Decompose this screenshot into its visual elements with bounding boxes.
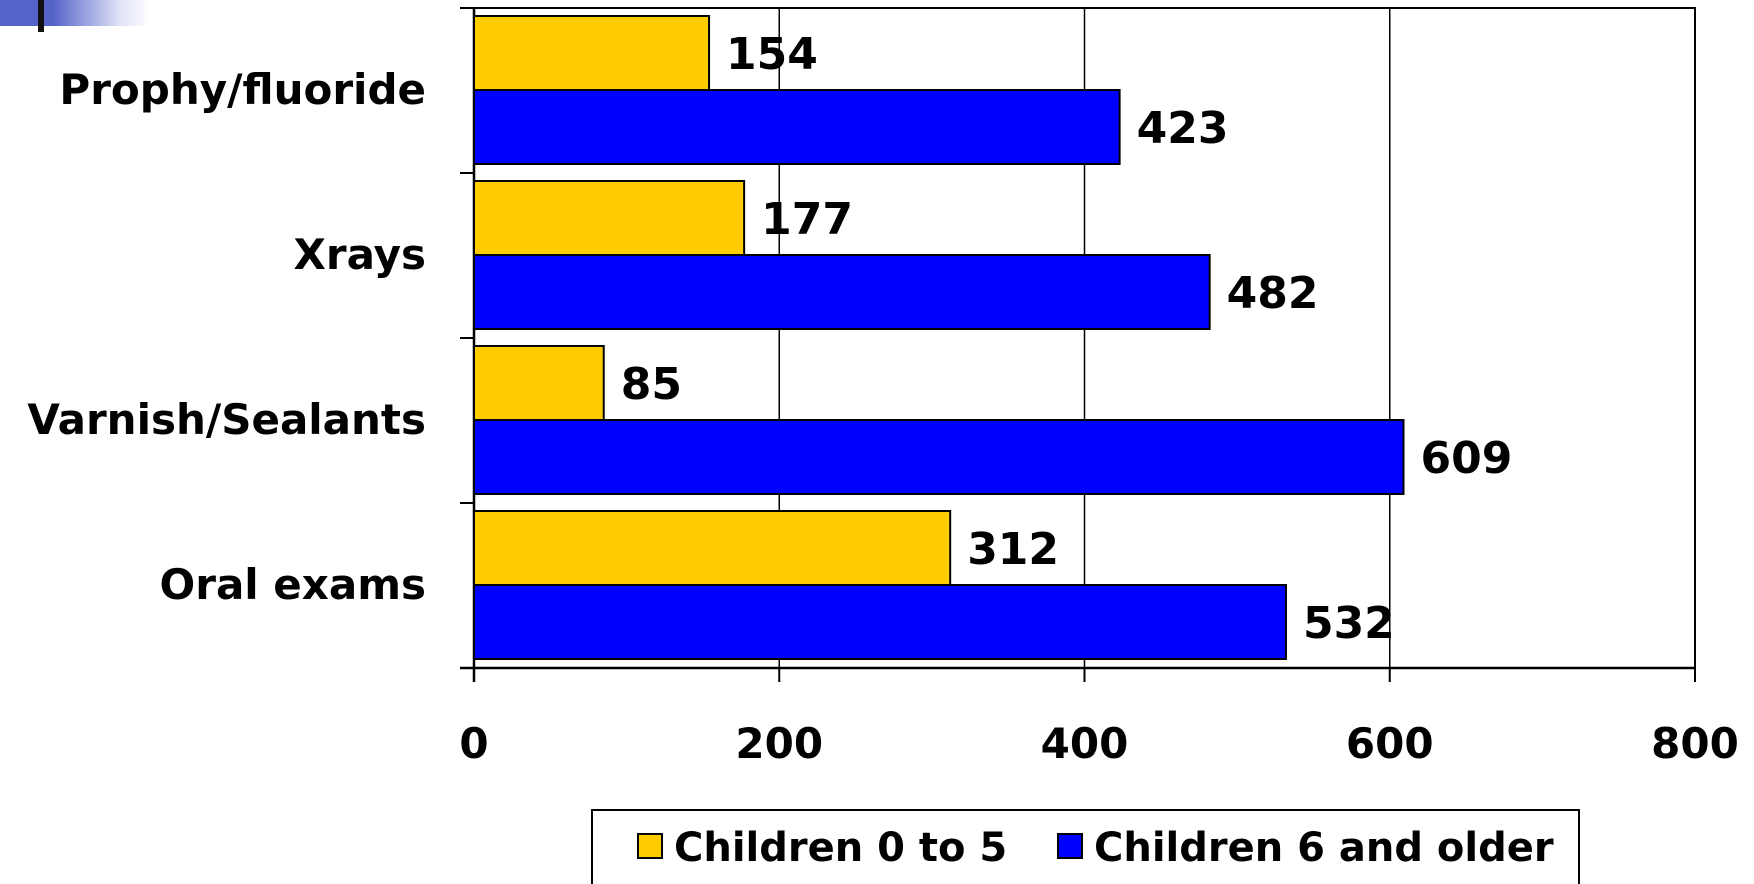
bar-series-0-3 <box>473 510 952 586</box>
bar-series-0-0 <box>473 15 711 91</box>
x-tick-label: 600 <box>1346 719 1434 768</box>
category-label: Oral exams <box>160 560 426 609</box>
bar-series-0-2 <box>473 345 605 421</box>
legend-swatch-1 <box>1057 833 1083 859</box>
bar-series-1-2 <box>473 419 1405 495</box>
legend-label-1: Children 6 and older <box>1094 825 1554 871</box>
value-label: 154 <box>726 29 818 80</box>
x-tick-label: 800 <box>1651 719 1739 768</box>
category-label: Xrays <box>293 230 426 279</box>
legend-box <box>591 809 1580 884</box>
bar-series-0-1 <box>473 180 746 256</box>
category-label: Prophy/fluoride <box>59 65 426 114</box>
value-label: 609 <box>1420 433 1512 484</box>
value-label: 85 <box>621 359 682 410</box>
title-accent-bar <box>0 0 150 26</box>
bar-series-1-3 <box>473 584 1287 660</box>
legend-swatch-0 <box>637 833 663 859</box>
title-accent-tick <box>38 0 44 32</box>
legend: Children 0 to 5 Children 6 and older <box>591 809 1580 884</box>
bar-series-1-0 <box>473 89 1121 165</box>
bar-series-1-1 <box>473 254 1211 330</box>
value-label: 312 <box>967 524 1059 575</box>
category-label: Varnish/Sealants <box>27 395 426 444</box>
value-label: 177 <box>761 194 853 245</box>
value-label: 532 <box>1303 598 1395 649</box>
x-tick-label: 200 <box>735 719 823 768</box>
value-label: 423 <box>1137 103 1229 154</box>
legend-label-0: Children 0 to 5 <box>674 825 1007 871</box>
x-tick-label: 0 <box>459 719 488 768</box>
x-tick-label: 400 <box>1041 719 1129 768</box>
value-label: 482 <box>1227 268 1319 319</box>
